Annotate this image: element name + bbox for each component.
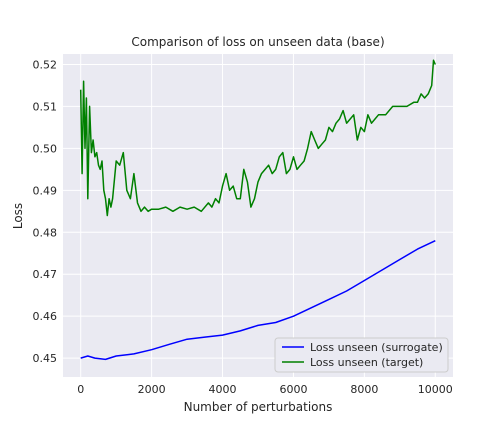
x-tick-label: 10000 — [418, 383, 453, 396]
chart-title: Comparison of loss on unseen data (base) — [131, 35, 384, 49]
x-axis-label: Number of perturbations — [184, 400, 333, 414]
x-tick-label: 8000 — [350, 383, 378, 396]
y-tick-label: 0.52 — [33, 58, 58, 71]
y-axis-label: Loss — [11, 203, 25, 229]
legend-label-surrogate: Loss unseen (surrogate) — [310, 341, 443, 354]
x-tick-label: 0 — [77, 383, 84, 396]
plot-area — [63, 54, 453, 377]
y-tick-label: 0.48 — [33, 226, 58, 239]
legend-box — [274, 337, 449, 373]
legend: Loss unseen (surrogate) Loss unseen (tar… — [274, 337, 449, 373]
series-line-surrogate — [80, 240, 436, 361]
y-tick-label: 0.50 — [33, 142, 58, 155]
y-tick-label: 0.49 — [33, 184, 58, 197]
y-tick-label: 0.46 — [33, 310, 58, 323]
x-tick-label: 2000 — [138, 383, 166, 396]
tick-labels: 0 2000 4000 6000 8000 10000 0.45 0.46 0.47 0.48 0.… — [33, 58, 453, 396]
series-layer — [79, 59, 436, 361]
x-tick-label: 4000 — [209, 383, 237, 396]
y-tick-label: 0.45 — [33, 352, 58, 365]
x-tick-label: 6000 — [279, 383, 307, 396]
series-line-target — [79, 59, 436, 217]
legend-label-target: Loss unseen (target) — [310, 356, 423, 369]
y-tick-label: 0.51 — [33, 100, 58, 113]
y-tick-label: 0.47 — [33, 268, 58, 281]
grid-lines — [63, 54, 453, 377]
